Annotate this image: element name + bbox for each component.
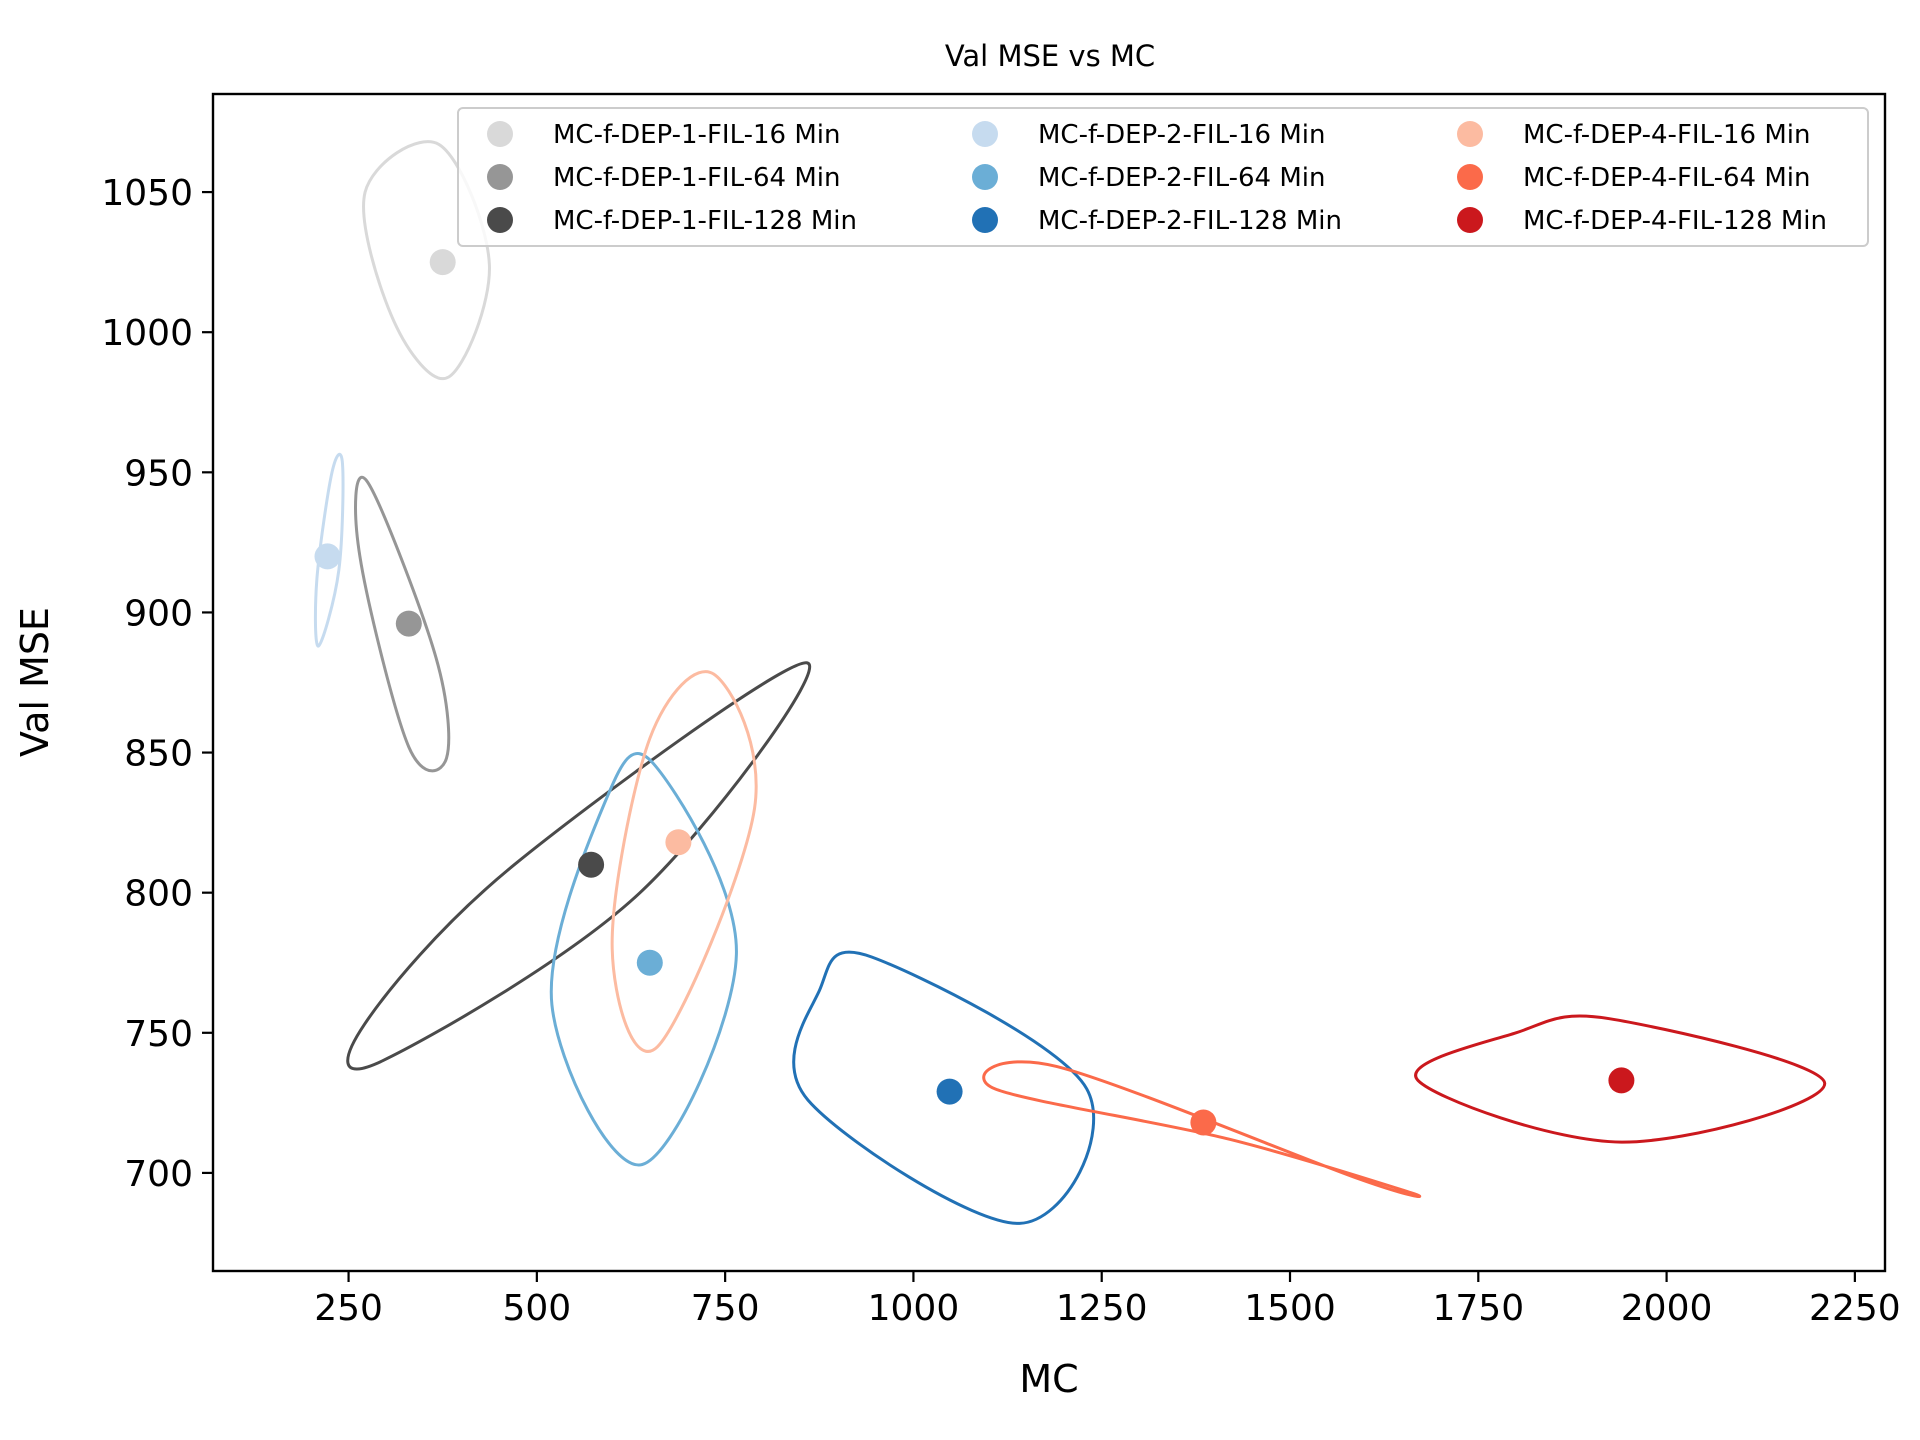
chart-title: Val MSE vs MC — [945, 39, 1155, 73]
legend-marker-mc-f-dep-4-fil-64-min — [1457, 164, 1483, 190]
y-tick-label: 800 — [124, 874, 193, 915]
x-tick-label: 2250 — [1809, 1288, 1901, 1329]
x-tick-label: 1250 — [1056, 1288, 1148, 1329]
y-tick-label: 950 — [124, 453, 193, 494]
x-tick-label: 500 — [502, 1288, 571, 1329]
legend-label-mc-f-dep-1-fil-64-min: MC-f-DEP-1-FIL-64 Min — [553, 163, 840, 193]
legend-label-mc-f-dep-2-fil-128-min: MC-f-DEP-2-FIL-128 Min — [1038, 206, 1342, 236]
y-tick-label: 750 — [124, 1014, 193, 1055]
x-axis: 250 500 750 1000 1250 1500 1750 2000 2250 — [314, 1271, 1901, 1329]
x-tick-label: 250 — [314, 1288, 383, 1329]
x-tick-label: 750 — [691, 1288, 760, 1329]
legend-label-mc-f-dep-2-fil-16-min: MC-f-DEP-2-FIL-16 Min — [1038, 120, 1325, 150]
x-tick-label: 2000 — [1621, 1288, 1713, 1329]
legend-label-mc-f-dep-4-fil-64-min: MC-f-DEP-4-FIL-64 Min — [1523, 163, 1810, 193]
ellipse-mc-f-dep-1-fil-64-min — [354, 476, 451, 773]
ellipse-mc-f-dep-2-fil-16-min — [313, 452, 345, 648]
legend-marker-mc-f-dep-2-fil-128-min — [972, 207, 998, 233]
point-mc-f-dep-2-fil-64-min — [636, 949, 663, 976]
legend-marker-mc-f-dep-1-fil-64-min — [487, 164, 513, 190]
legend-label-mc-f-dep-4-fil-128-min: MC-f-DEP-4-FIL-128 Min — [1523, 206, 1827, 236]
ellipse-mc-f-dep-4-fil-128-min — [1414, 1014, 1827, 1144]
y-axis: 700 750 800 850 900 950 1000 1050 — [101, 173, 213, 1195]
y-tick-label: 1050 — [101, 173, 193, 214]
ellipse-mc-f-dep-4-fil-64-min — [982, 1060, 1422, 1199]
point-mc-f-dep-4-fil-64-min — [1190, 1109, 1217, 1136]
x-tick-label: 1750 — [1432, 1288, 1524, 1329]
plot-area — [313, 140, 1827, 1225]
legend-marker-mc-f-dep-4-fil-128-min — [1457, 207, 1483, 233]
point-mc-f-dep-2-fil-128-min — [936, 1078, 963, 1105]
legend-marker-mc-f-dep-1-fil-128-min — [487, 207, 513, 233]
ellipse-mc-f-dep-2-fil-64-min — [549, 752, 738, 1167]
point-mc-f-dep-1-fil-128-min — [578, 851, 605, 878]
legend-label-mc-f-dep-1-fil-16-min: MC-f-DEP-1-FIL-16 Min — [553, 120, 840, 150]
ellipse-mc-f-dep-2-fil-128-min — [792, 950, 1096, 1225]
point-mc-f-dep-4-fil-128-min — [1608, 1067, 1635, 1094]
legend-label-mc-f-dep-2-fil-64-min: MC-f-DEP-2-FIL-64 Min — [1038, 163, 1325, 193]
point-mc-f-dep-4-fil-16-min — [665, 829, 692, 856]
y-tick-label: 700 — [124, 1154, 193, 1195]
legend-marker-mc-f-dep-2-fil-16-min — [972, 121, 998, 147]
legend-label-mc-f-dep-1-fil-128-min: MC-f-DEP-1-FIL-128 Min — [553, 206, 857, 236]
x-tick-label: 1000 — [868, 1288, 960, 1329]
legend-marker-mc-f-dep-2-fil-64-min — [972, 164, 998, 190]
legend-frame — [457, 107, 1869, 247]
y-tick-label: 900 — [124, 593, 193, 634]
plot-frame — [211, 92, 1887, 1273]
legend: MC-f-DEP-1-FIL-16 Min MC-f-DEP-1-FIL-64 M… — [457, 107, 1869, 247]
legend-marker-mc-f-dep-1-fil-16-min — [487, 121, 513, 147]
y-tick-label: 1000 — [101, 313, 193, 354]
point-mc-f-dep-1-fil-64-min — [395, 610, 422, 637]
ellipse-mc-f-dep-4-fil-16-min — [610, 670, 758, 1053]
y-tick-label: 850 — [124, 734, 193, 775]
point-mc-f-dep-2-fil-16-min — [314, 543, 341, 570]
x-tick-label: 1500 — [1244, 1288, 1336, 1329]
y-axis-label: Val MSE — [13, 607, 57, 757]
point-mc-f-dep-1-fil-16-min — [429, 249, 456, 276]
legend-label-mc-f-dep-4-fil-16-min: MC-f-DEP-4-FIL-16 Min — [1523, 120, 1810, 150]
legend-marker-mc-f-dep-4-fil-16-min — [1457, 121, 1483, 147]
x-axis-label: MC — [1019, 1357, 1078, 1401]
